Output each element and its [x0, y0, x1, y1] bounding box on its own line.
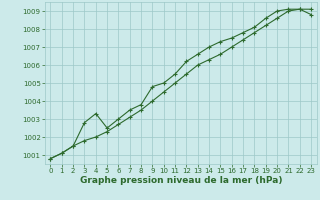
X-axis label: Graphe pression niveau de la mer (hPa): Graphe pression niveau de la mer (hPa): [80, 176, 282, 185]
